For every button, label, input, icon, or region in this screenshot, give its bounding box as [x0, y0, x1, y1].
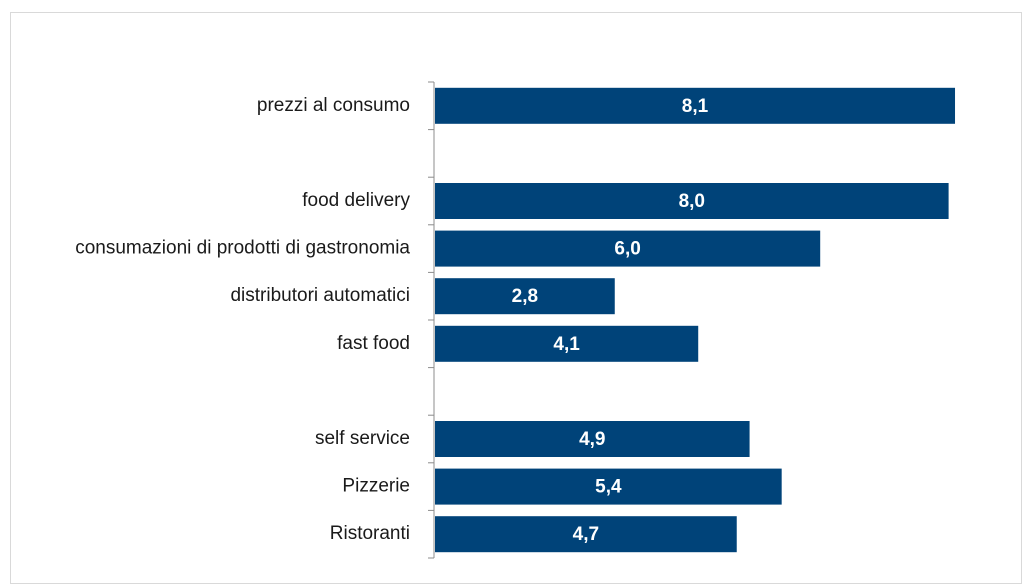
bar — [435, 87, 956, 124]
data-label: 8,1 — [682, 96, 709, 117]
category-label: self service — [315, 428, 410, 449]
category-label: food delivery — [302, 190, 410, 211]
bar — [435, 183, 949, 219]
data-label: 6,0 — [614, 239, 640, 260]
data-label: 4,7 — [573, 524, 599, 545]
bar — [435, 421, 750, 457]
bar — [435, 468, 782, 505]
category-label: distributori automatici — [230, 285, 410, 306]
bar — [435, 278, 615, 315]
data-label: 5,4 — [595, 477, 622, 498]
data-label: 8,0 — [679, 191, 705, 212]
category-label: consumazioni di prodotti di gastronomia — [75, 238, 410, 259]
category-label: fast food — [337, 333, 410, 354]
labels: prezzi al consumo 8,1 food delivery 8,0 cons… — [75, 95, 708, 545]
bars — [435, 87, 956, 553]
category-label: Pizzerie — [342, 476, 410, 497]
category-label: prezzi al consumo — [257, 95, 410, 116]
data-label: 4,9 — [579, 429, 605, 450]
bar — [435, 230, 821, 267]
bar — [435, 325, 699, 362]
data-label: 2,8 — [512, 286, 538, 307]
data-label: 4,1 — [553, 334, 580, 355]
bar — [435, 516, 737, 553]
category-axis — [428, 81, 435, 559]
category-label: Ristoranti — [330, 523, 410, 544]
